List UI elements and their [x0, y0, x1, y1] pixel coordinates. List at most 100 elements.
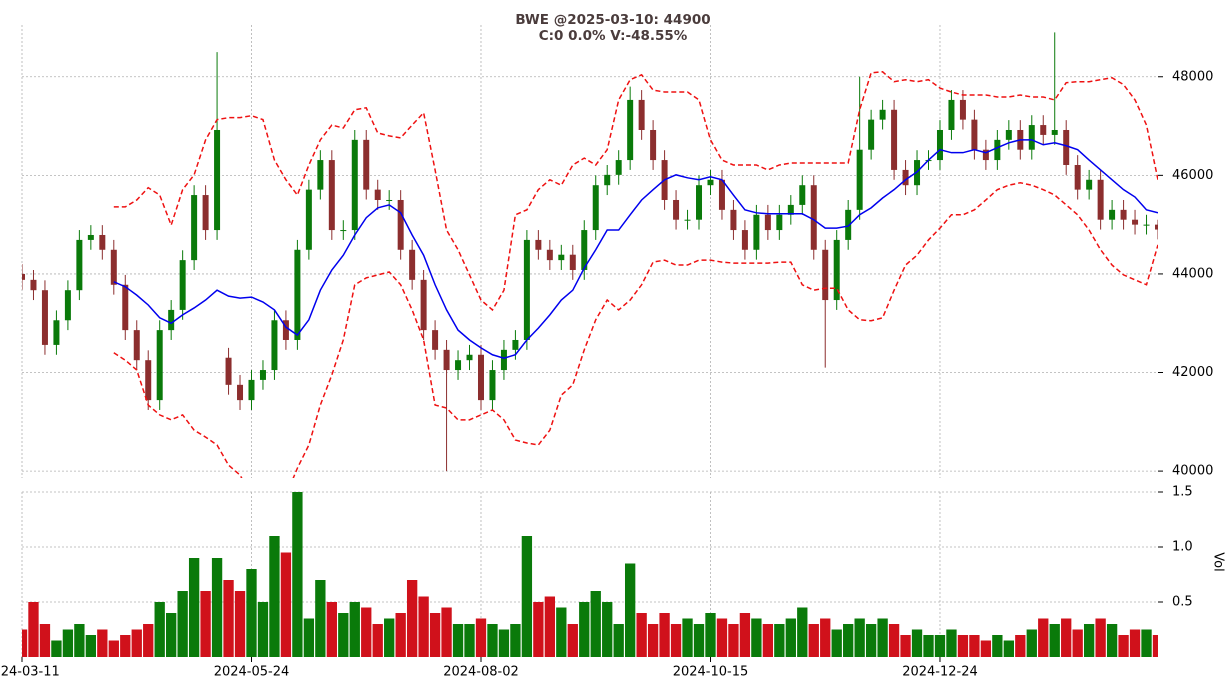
volume-bar [865, 624, 877, 657]
volume-bar [464, 624, 475, 657]
volume-bar [1083, 624, 1095, 657]
volume-bar [613, 624, 624, 657]
volume-bar [624, 563, 636, 657]
volume-bar [854, 618, 865, 657]
candle-body [237, 384, 244, 401]
y-tick-label: 40000 [1172, 464, 1213, 479]
volume-bars [22, 492, 1158, 657]
volume-bar [1118, 635, 1129, 657]
candle-body [730, 209, 737, 231]
candle-body [673, 199, 680, 220]
candle-body [202, 195, 209, 231]
volume-bar [774, 624, 785, 657]
volume-bar [1049, 624, 1060, 657]
candle-body [489, 370, 496, 401]
volume-bar [120, 635, 131, 657]
candle-body [546, 249, 553, 261]
candle-body [317, 160, 324, 190]
candle-body [53, 320, 60, 345]
volume-bar [969, 635, 980, 657]
volume-bar [693, 624, 705, 657]
candle-body [799, 185, 806, 205]
candle-body [22, 273, 25, 280]
candle-body [523, 239, 530, 340]
candle-body [500, 349, 507, 371]
chart-subtitle: C:0 0.0% V:-48.55% [539, 28, 688, 44]
volume-bar [1015, 635, 1026, 657]
candle-body [271, 320, 278, 371]
y-tick-label: 1.5 [1172, 485, 1193, 500]
volume-bar [487, 624, 498, 657]
volume-bar [682, 618, 693, 657]
volume-bar [349, 602, 360, 657]
indicator-line [113, 139, 1158, 360]
volume-bar [1038, 618, 1049, 657]
candle-body [1109, 209, 1116, 220]
candle-body [718, 179, 725, 210]
y-tick-label: 46000 [1172, 168, 1213, 183]
volume-bar [843, 624, 854, 657]
volume-bar [257, 602, 269, 657]
candle-body [409, 249, 416, 280]
volume-bar [338, 613, 349, 657]
candle-body [1155, 224, 1158, 230]
volume-bar [636, 613, 647, 657]
candle-body [822, 249, 829, 301]
candle-body [432, 330, 439, 350]
candle-body [650, 129, 657, 161]
candle-body [982, 149, 989, 161]
candle-body [466, 354, 473, 361]
candle-body [902, 169, 909, 186]
volume-bar [923, 635, 934, 657]
volume-bar [831, 629, 842, 657]
volume-bar [246, 569, 257, 657]
candle-body [99, 234, 106, 250]
volume-bar [739, 613, 751, 657]
y-tick-label: 1.0 [1172, 540, 1193, 555]
candle-body [1097, 179, 1104, 220]
volume-bar [22, 629, 28, 657]
volume-bar [28, 602, 39, 657]
volume-bar [556, 607, 567, 657]
volume-bar [429, 613, 441, 657]
y-axis-label: Vol [1211, 552, 1226, 571]
volume-bar [785, 618, 796, 657]
volume-bar [751, 618, 762, 657]
candle-body [87, 234, 94, 240]
volume-bar [567, 624, 578, 657]
volume-bar [441, 607, 452, 657]
candle-body [386, 199, 393, 201]
candle-body [936, 129, 943, 161]
volume-bar [659, 613, 670, 657]
volume-bar [946, 629, 957, 657]
volume-bar [808, 624, 819, 657]
volume-bar [188, 558, 200, 657]
volume-bar [820, 618, 831, 657]
volume-bar [143, 624, 154, 657]
candle-body [259, 370, 266, 380]
volume-bar [1129, 629, 1141, 657]
volume-bar [728, 624, 739, 657]
candle-body [340, 230, 347, 232]
volume-bar [1095, 618, 1106, 657]
candle-body [133, 330, 140, 361]
candle-body [1028, 125, 1035, 150]
volume-bar [1026, 629, 1037, 657]
volume-bar [177, 591, 188, 657]
volume-bar [39, 624, 51, 657]
candle-body [558, 254, 565, 261]
volume-bar [418, 596, 429, 657]
candle-body [569, 254, 576, 270]
volume-bar [980, 640, 992, 657]
volume-bar [269, 536, 280, 657]
volume-bar [85, 635, 97, 657]
candle-body [64, 290, 71, 321]
volume-bar [372, 624, 383, 657]
volume-bar [475, 618, 487, 657]
candle-body [145, 360, 152, 401]
candle-body [305, 189, 312, 250]
y-tick-label: 0.5 [1172, 595, 1193, 610]
volume-bar [200, 591, 211, 657]
volume-bar [131, 629, 142, 657]
